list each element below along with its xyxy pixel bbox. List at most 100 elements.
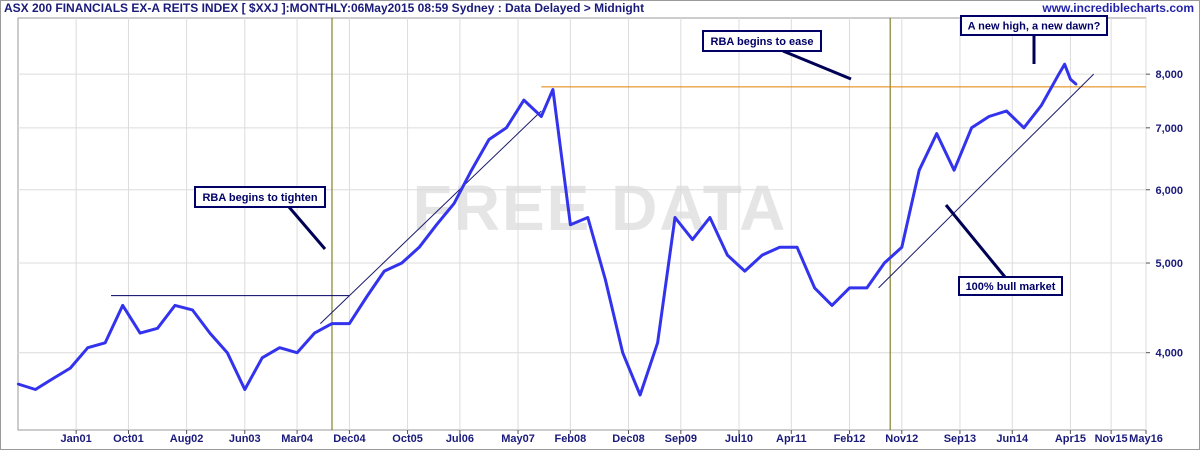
data-point	[278, 346, 281, 349]
data-point	[987, 115, 991, 118]
data-point	[400, 261, 403, 265]
data-point	[104, 341, 107, 344]
x-tick-label: Sep09	[665, 433, 697, 445]
x-tick-label: Jul10	[725, 433, 753, 445]
data-point	[383, 269, 386, 273]
data-point	[1022, 126, 1026, 130]
x-tick-label: Feb12	[834, 433, 866, 445]
data-point	[191, 308, 194, 312]
data-point	[848, 286, 851, 290]
data-point	[226, 351, 229, 354]
data-point	[261, 356, 264, 359]
annotation-pointer	[782, 49, 852, 81]
data-point	[1040, 104, 1043, 107]
data-point	[1075, 83, 1078, 86]
data-point	[470, 168, 473, 172]
data-point	[883, 261, 886, 265]
data-point	[691, 238, 694, 241]
x-tick-label: Nov12	[885, 433, 918, 445]
annotations: RBA begins to tighten RBA begins to ease A…	[194, 15, 1108, 296]
annotation-pointer	[944, 204, 1007, 278]
data-point	[417, 246, 421, 249]
trendline	[878, 73, 1095, 289]
data-point	[830, 304, 834, 307]
data-point	[621, 351, 624, 354]
annotation-pointer	[287, 206, 327, 250]
data-point	[295, 351, 299, 354]
data-point	[121, 304, 124, 307]
watermark: FREE DATA	[413, 172, 788, 244]
annotation-rba-ease: RBA begins to ease	[711, 36, 814, 48]
data-point	[551, 88, 555, 91]
data-point	[795, 246, 799, 249]
annotation-rba-tighten: RBA begins to tighten	[202, 192, 317, 204]
data-point	[313, 331, 316, 335]
data-point	[51, 377, 55, 380]
data-point	[138, 331, 142, 335]
data-point	[935, 132, 938, 135]
reference-lines	[111, 18, 1146, 430]
series	[16, 62, 1078, 397]
x-tick-label: Jul06	[446, 433, 474, 445]
data-point	[604, 278, 607, 281]
x-tick-label: Feb08	[554, 433, 586, 445]
y-tick-label: 5,000	[1155, 258, 1183, 270]
data-point	[348, 322, 351, 325]
data-point	[1005, 109, 1008, 113]
x-tick-label: Dec04	[333, 433, 366, 445]
annotation-new-high: A new high, a new dawn?	[968, 21, 1101, 33]
data-point	[865, 286, 869, 290]
annotation-box	[960, 15, 1108, 36]
data-point	[330, 322, 334, 325]
data-point	[778, 246, 781, 249]
x-tick-label: Aug02	[170, 433, 204, 445]
data-point	[34, 388, 37, 391]
trendline	[320, 110, 542, 324]
x-tick-label: May16	[1129, 433, 1163, 445]
data-point	[726, 253, 729, 257]
data-point	[16, 382, 20, 386]
data-point	[638, 393, 642, 397]
x-tick-label: Jan01	[61, 433, 92, 445]
data-point	[708, 216, 712, 219]
annotation-box	[958, 276, 1063, 296]
data-point	[505, 126, 508, 130]
y-tick-label: 8,000	[1155, 69, 1183, 81]
x-tick-label: Nov15	[1095, 433, 1128, 445]
data-point	[813, 286, 816, 290]
data-point	[970, 126, 973, 130]
y-tick-label: 6,000	[1155, 185, 1183, 197]
data-point	[1069, 78, 1072, 81]
data-point	[435, 223, 438, 226]
data-point	[86, 346, 89, 349]
data-point	[952, 168, 956, 172]
axes: Jan01 Oct01 Aug02 Jun03 Mar04 Dec04 Oct05 Jul06…	[61, 69, 1183, 445]
x-tick-label: Dec08	[612, 433, 644, 445]
y-tick-label: 4,000	[1155, 348, 1183, 360]
data-point	[173, 304, 177, 307]
data-point	[540, 115, 543, 118]
x-tick-label: May07	[501, 433, 535, 445]
data-point	[452, 202, 456, 205]
x-tick-label: Jun03	[229, 433, 261, 445]
annotation-box	[702, 30, 822, 52]
data-point	[673, 216, 677, 219]
data-point	[208, 331, 212, 335]
x-tick-label: Sep13	[944, 433, 976, 445]
data-point	[1063, 63, 1066, 66]
data-point	[900, 246, 903, 249]
data-point	[918, 168, 921, 172]
data-point	[586, 216, 590, 219]
price-line	[17, 62, 1078, 397]
data-point	[743, 269, 747, 273]
y-tick-label: 7,000	[1155, 123, 1183, 135]
data-point	[656, 341, 659, 344]
x-tick-label: Oct05	[392, 433, 423, 445]
annotation-box	[194, 186, 326, 208]
data-point	[243, 388, 246, 391]
x-tick-label: Jun14	[996, 433, 1029, 445]
site-link[interactable]: www.incrediblecharts.com	[1041, 1, 1194, 15]
data-point	[487, 138, 491, 141]
